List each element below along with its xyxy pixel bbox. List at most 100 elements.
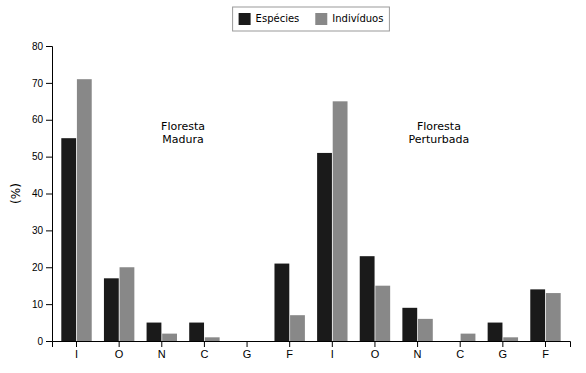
bar bbox=[147, 323, 162, 341]
bar bbox=[402, 308, 417, 341]
tick: 80 bbox=[32, 41, 52, 52]
bar bbox=[247, 341, 262, 342]
tick-mark bbox=[46, 83, 52, 84]
tick-mark bbox=[46, 267, 52, 268]
annotation: FlorestaMadura bbox=[161, 120, 205, 146]
tick: C bbox=[200, 341, 208, 360]
axis-line bbox=[46, 47, 53, 342]
tick-label: C bbox=[200, 348, 208, 360]
tick-label: G bbox=[243, 348, 252, 360]
tick-label: G bbox=[499, 348, 508, 360]
legend-swatch bbox=[239, 13, 251, 25]
tick: G bbox=[243, 341, 252, 360]
axis-line bbox=[53, 342, 571, 348]
tick-mark bbox=[204, 341, 205, 347]
legend-label: Espécies bbox=[256, 13, 300, 24]
tick: N bbox=[158, 341, 166, 360]
bar bbox=[77, 79, 92, 341]
tick-label: O bbox=[115, 348, 124, 360]
bar bbox=[290, 315, 305, 341]
tick-mark bbox=[332, 341, 333, 347]
tick-label: 60 bbox=[32, 114, 44, 125]
bars bbox=[61, 79, 560, 341]
tick-label: I bbox=[331, 348, 334, 360]
bar bbox=[189, 323, 204, 341]
chart: 0 10 20 30 40 50 60 70 80 I O N C G F I O N C G F (%) Floresta… bbox=[0, 0, 586, 373]
tick: F bbox=[286, 341, 293, 360]
tick-label: I bbox=[75, 348, 78, 360]
tick: 0 bbox=[37, 336, 52, 347]
bar bbox=[546, 293, 561, 341]
tick-mark bbox=[46, 46, 52, 47]
tick-mark bbox=[545, 341, 546, 347]
tick: 60 bbox=[32, 114, 52, 125]
bar bbox=[120, 267, 135, 341]
tick: 40 bbox=[32, 188, 52, 199]
tick-label: N bbox=[414, 348, 422, 360]
y-axis: 0 10 20 30 40 50 60 70 80 bbox=[32, 41, 53, 347]
tick-mark bbox=[46, 120, 52, 121]
bar bbox=[530, 289, 545, 341]
tick-mark bbox=[289, 341, 290, 347]
tick-label: F bbox=[542, 348, 549, 360]
tick-mark bbox=[460, 341, 461, 347]
annotation-line: Floresta bbox=[417, 120, 461, 133]
tick: F bbox=[542, 341, 549, 360]
tick: 20 bbox=[32, 262, 52, 273]
series bbox=[77, 79, 561, 341]
tick-label: 0 bbox=[37, 336, 43, 347]
bar bbox=[61, 138, 76, 341]
tick-label: 20 bbox=[32, 262, 44, 273]
tick-mark bbox=[46, 194, 52, 195]
tick: 50 bbox=[32, 151, 52, 162]
legend-swatch bbox=[315, 13, 327, 25]
bar bbox=[232, 341, 247, 342]
tick-mark bbox=[46, 341, 52, 342]
bar bbox=[418, 319, 433, 341]
tick-mark bbox=[46, 304, 52, 305]
legend: Espécies Indivíduos bbox=[233, 7, 390, 31]
legend-item: Espécies bbox=[239, 13, 300, 25]
bar bbox=[333, 101, 348, 341]
tick: N bbox=[414, 341, 422, 360]
bar bbox=[205, 337, 220, 341]
bar bbox=[317, 153, 332, 341]
bar bbox=[162, 334, 177, 341]
legend-label: Indivíduos bbox=[332, 13, 383, 24]
bar bbox=[360, 256, 375, 341]
annotation-line: Perturbada bbox=[409, 133, 470, 146]
tick-label: C bbox=[456, 348, 464, 360]
tick-label: O bbox=[371, 348, 380, 360]
tick-mark bbox=[161, 341, 162, 347]
tick-label: F bbox=[286, 348, 293, 360]
tick-mark bbox=[119, 341, 120, 347]
bar bbox=[488, 323, 503, 341]
tick-label: 40 bbox=[32, 188, 44, 199]
tick-label: 50 bbox=[32, 151, 44, 162]
tick: G bbox=[499, 341, 508, 360]
bar bbox=[375, 286, 390, 341]
tick-label: 10 bbox=[32, 299, 44, 310]
bar bbox=[503, 337, 518, 341]
tick-label: N bbox=[158, 348, 166, 360]
tick: 70 bbox=[32, 78, 52, 89]
bar bbox=[445, 341, 460, 342]
annotation-line: Floresta bbox=[161, 120, 205, 133]
bar bbox=[461, 334, 476, 341]
tick: 10 bbox=[32, 299, 52, 310]
x-axis: IONCGFIONCGF bbox=[53, 341, 571, 360]
tick-label: 80 bbox=[32, 41, 44, 52]
tick-label: 30 bbox=[32, 225, 44, 236]
axis-title: (%) bbox=[9, 183, 23, 204]
tick: O bbox=[371, 341, 380, 360]
bar bbox=[274, 264, 289, 341]
tick-mark bbox=[247, 341, 248, 347]
bar bbox=[104, 278, 119, 341]
plot: 0 10 20 30 40 50 60 70 80 I O N C G F I O N C G F bbox=[32, 41, 571, 360]
tick: I bbox=[331, 341, 334, 360]
series bbox=[61, 138, 545, 341]
tick-label: 70 bbox=[32, 78, 44, 89]
tick-mark bbox=[46, 157, 52, 158]
tick: I bbox=[75, 341, 78, 360]
tick-mark bbox=[502, 341, 503, 347]
